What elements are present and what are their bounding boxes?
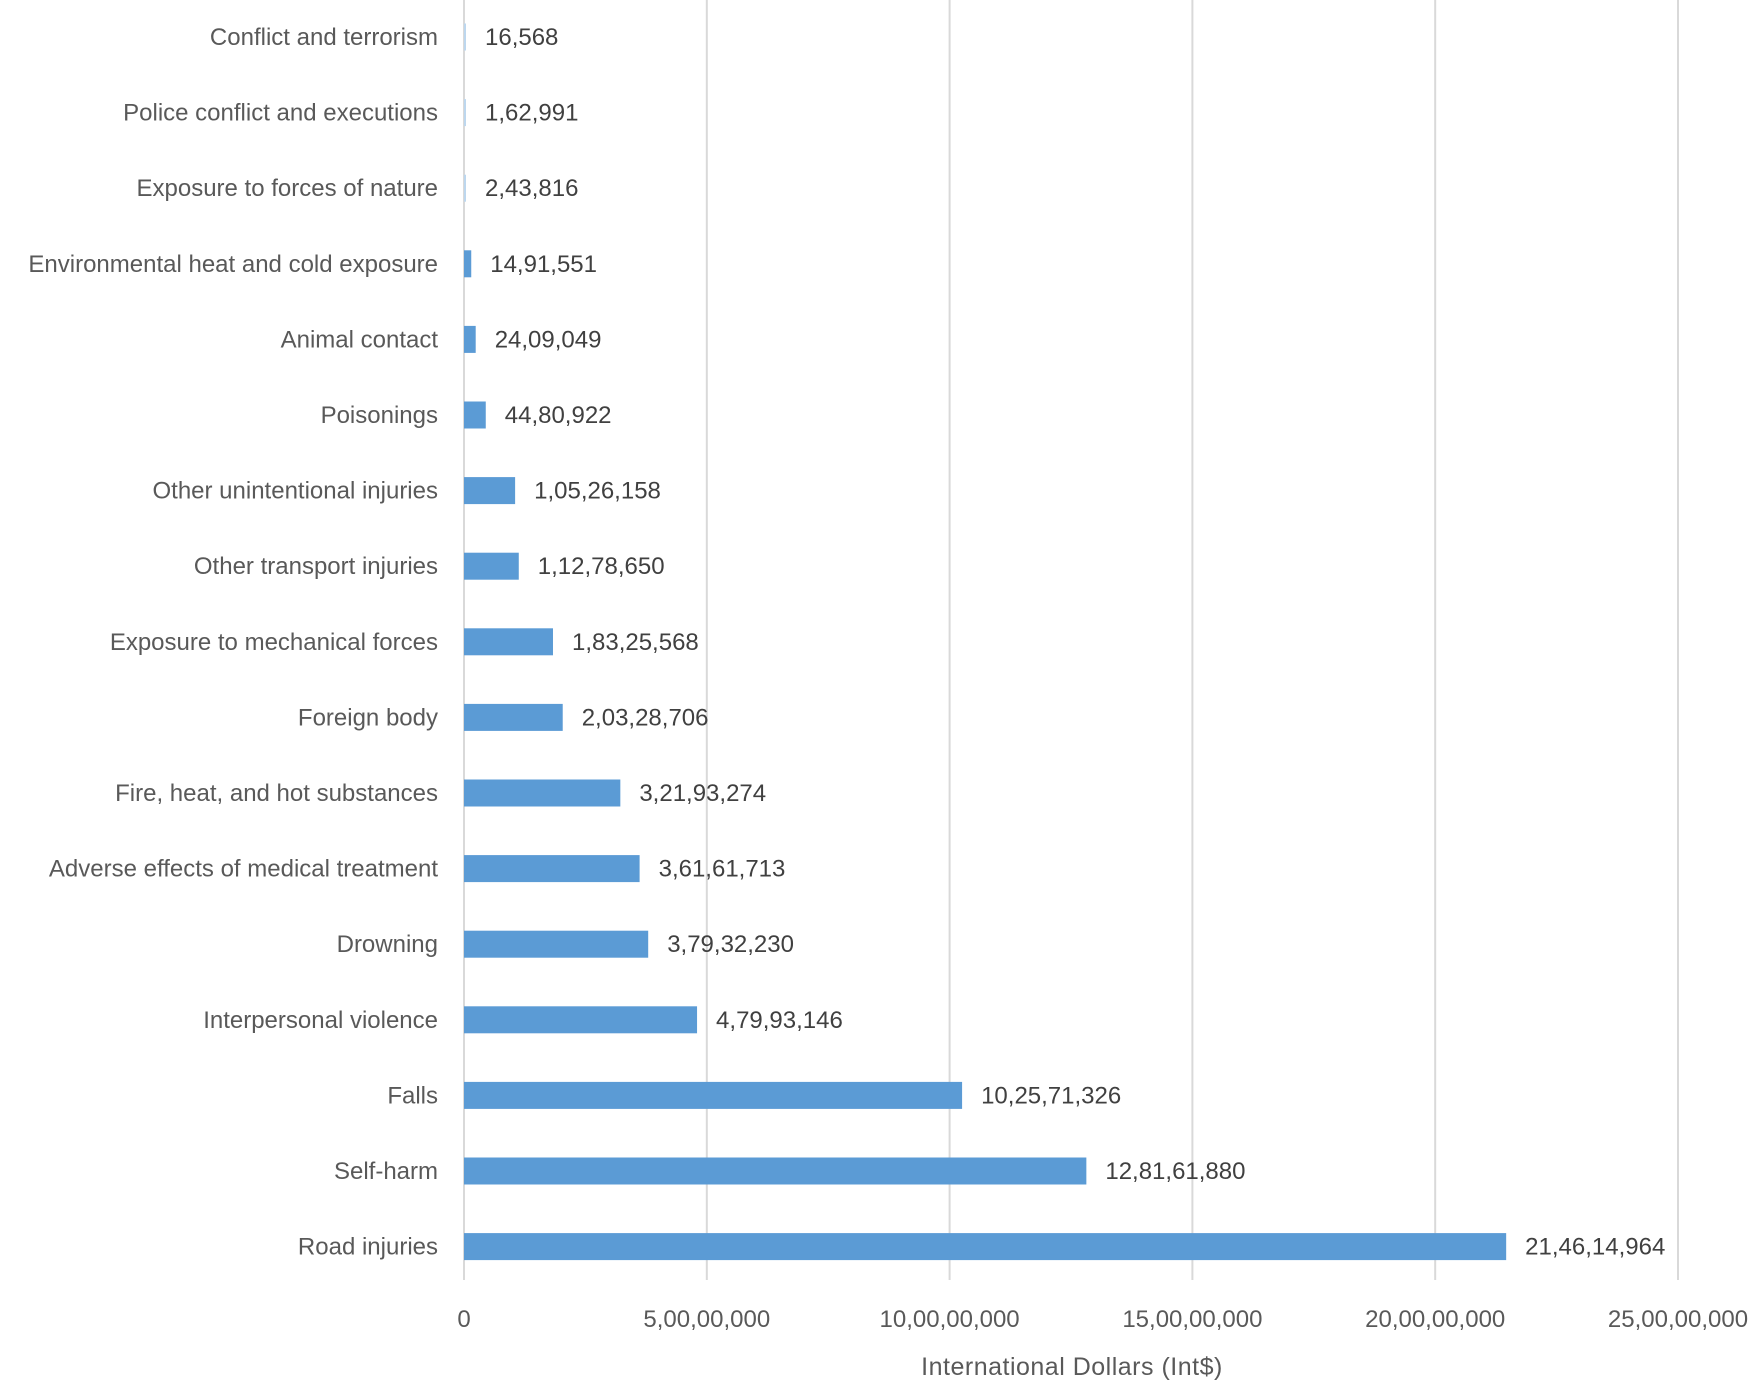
data-label: 1,05,26,158 <box>534 478 661 505</box>
category-label: Poisonings <box>321 402 438 429</box>
data-label: 2,43,816 <box>485 175 578 202</box>
category-label: Self-harm <box>334 1158 438 1185</box>
data-label: 14,91,551 <box>490 251 597 278</box>
category-label: Falls <box>387 1082 438 1109</box>
category-label: Fire, heat, and hot substances <box>115 780 438 807</box>
data-label: 12,81,61,880 <box>1105 1158 1245 1185</box>
x-tick-label: 0 <box>457 1306 470 1333</box>
bars <box>464 23 1507 1261</box>
category-label: Road injuries <box>298 1234 438 1261</box>
bar <box>464 779 621 807</box>
category-label: Other transport injuries <box>194 553 438 580</box>
bar <box>464 855 640 883</box>
bar <box>464 23 466 51</box>
bar <box>464 1157 1087 1185</box>
category-label: Other unintentional injuries <box>152 478 438 505</box>
x-tick-label: 5,00,00,000 <box>643 1306 770 1333</box>
bar <box>464 628 553 656</box>
data-label: 21,46,14,964 <box>1525 1234 1665 1261</box>
bar <box>464 401 486 429</box>
x-tick-label: 20,00,00,000 <box>1365 1306 1505 1333</box>
bar <box>464 930 649 958</box>
data-label: 24,09,049 <box>495 326 602 353</box>
data-label: 3,61,61,713 <box>659 856 786 883</box>
bar <box>464 174 466 202</box>
data-label: 2,03,28,706 <box>582 704 709 731</box>
category-label: Adverse effects of medical treatment <box>49 856 438 883</box>
x-axis-title: International Dollars (Int$) <box>921 1353 1223 1381</box>
data-label: 3,21,93,274 <box>639 780 766 807</box>
gridlines <box>463 0 1679 1280</box>
category-label: Foreign body <box>298 704 438 731</box>
bar <box>464 1006 698 1034</box>
bar <box>464 1081 963 1109</box>
category-label: Exposure to forces of nature <box>137 175 439 202</box>
bar <box>464 99 466 127</box>
x-tick-label: 25,00,00,000 <box>1608 1306 1748 1333</box>
data-label: 4,79,93,146 <box>716 1007 843 1034</box>
x-tick-label: 10,00,00,000 <box>880 1306 1020 1333</box>
data-label: 10,25,71,326 <box>981 1082 1121 1109</box>
data-label: 16,568 <box>485 24 558 51</box>
category-label: Conflict and terrorism <box>210 24 438 51</box>
bar <box>464 325 476 353</box>
category-label: Environmental heat and cold exposure <box>28 251 438 278</box>
data-label: 44,80,922 <box>505 402 612 429</box>
bar <box>464 703 563 731</box>
category-label: Police conflict and executions <box>123 100 438 127</box>
x-tick-label: 15,00,00,000 <box>1122 1306 1262 1333</box>
category-label: Exposure to mechanical forces <box>110 629 438 656</box>
data-label: 3,79,32,230 <box>667 931 794 958</box>
bar <box>464 1233 1507 1261</box>
data-labels: 16,568 1,62,991 2,43,816 14,91,551 24,09,049… <box>485 24 1665 1261</box>
bar <box>464 477 516 505</box>
x-tick-labels: 0 5,00,00,000 10,00,00,000 15,00,00,000 20,0… <box>457 1306 1748 1333</box>
category-label: Animal contact <box>281 326 439 353</box>
category-label: Interpersonal violence <box>203 1007 438 1034</box>
data-label: 1,12,78,650 <box>538 553 665 580</box>
data-label: 1,83,25,568 <box>572 629 699 656</box>
bar <box>464 250 472 278</box>
bar <box>464 552 519 580</box>
data-label: 1,62,991 <box>485 100 578 127</box>
category-label: Drowning <box>337 931 438 958</box>
category-labels: Conflict and terrorism Police conflict an… <box>28 24 438 1261</box>
